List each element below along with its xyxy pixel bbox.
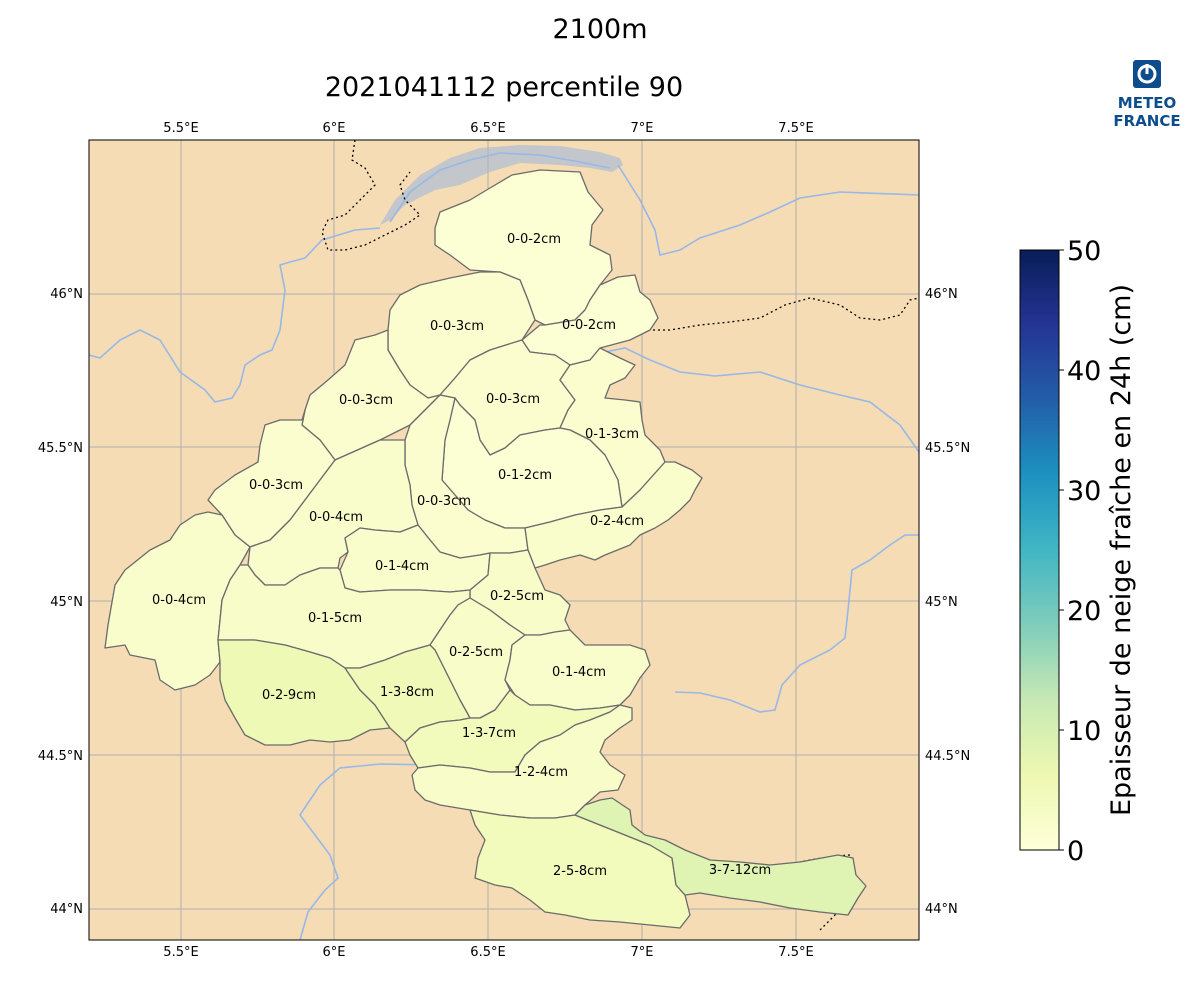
colorbar-ticks — [1059, 249, 1064, 851]
lat-tick: 45.5°N — [925, 441, 970, 456]
lat-tick: 45.5°N — [38, 441, 83, 456]
lon-tick: 5.5°E — [163, 945, 198, 960]
lat-tick: 45°N — [50, 595, 83, 610]
lon-tick: 7.5°E — [778, 945, 813, 960]
zone-label: 0-1-3cm — [585, 427, 639, 442]
colorbar — [1019, 249, 1060, 851]
lon-tick: 5.5°E — [163, 121, 198, 136]
colorbar-title: Epaisseur de neige fraîche en 24h (cm) — [1106, 284, 1137, 816]
zone-label: 3-7-12cm — [709, 863, 771, 878]
zone-label: 0-0-3cm — [339, 393, 393, 408]
zone-label: 1-2-4cm — [514, 765, 568, 780]
lon-tick: 6.5°E — [470, 945, 505, 960]
zone-label: 0-0-2cm — [507, 232, 561, 247]
lon-ticks-top: 5.5°E 6°E 6.5°E 7°E 7.5°E — [163, 121, 813, 136]
zone-label: 2-5-8cm — [553, 864, 607, 879]
zone-label: 0-2-5cm — [490, 589, 544, 604]
zone-label: 0-0-3cm — [430, 319, 484, 334]
lat-ticks-left: 46°N 45.5°N 45°N 44.5°N 44°N — [38, 287, 83, 917]
lon-tick: 7°E — [631, 945, 654, 960]
lat-tick: 44°N — [925, 902, 958, 917]
colorbar-tick-label: 20 — [1067, 596, 1101, 627]
zone-label: 0-1-4cm — [375, 559, 429, 574]
zone-label: 0-1-5cm — [308, 611, 362, 626]
colorbar-tick-label: 0 — [1067, 836, 1084, 867]
massif-zone[interactable] — [574, 797, 867, 916]
map-subtitle: 2021041112 percentile 90 — [324, 72, 684, 103]
zone-label: 0-0-3cm — [486, 392, 540, 407]
lake-geneva — [380, 145, 623, 225]
zone-label: 1-3-7cm — [462, 726, 516, 741]
lon-tick: 7.5°E — [778, 121, 813, 136]
colorbar-tick-label: 30 — [1067, 476, 1101, 507]
massif-zone[interactable] — [301, 329, 441, 461]
lat-tick: 46°N — [925, 287, 958, 302]
colorbar-tick-label: 40 — [1067, 356, 1101, 387]
meteo-france-logo: METEO FRANCE — [1113, 60, 1181, 130]
zone-label: 0-0-3cm — [249, 478, 303, 493]
lat-tick: 44.5°N — [925, 749, 970, 764]
logo-line2: FRANCE — [1113, 112, 1180, 130]
map-title-altitude: 2100m — [552, 14, 648, 45]
massif-zone[interactable] — [524, 461, 703, 569]
lon-tick: 6°E — [323, 945, 346, 960]
zone-label: 0-0-2cm — [562, 318, 616, 333]
lat-tick: 44°N — [50, 902, 83, 917]
colorbar-tick-label: 50 — [1067, 236, 1101, 267]
zone-label: 0-2-9cm — [262, 688, 316, 703]
map-frame — [88, 139, 920, 941]
lat-tick: 46°N — [50, 287, 83, 302]
colorbar-tick-label: 10 — [1067, 716, 1101, 747]
zone-label: 1-3-8cm — [380, 685, 434, 700]
zone-label: 0-1-4cm — [552, 665, 606, 680]
lat-tick: 44.5°N — [38, 749, 83, 764]
zone-label: 0-0-3cm — [417, 494, 471, 509]
lon-tick: 7°E — [631, 121, 654, 136]
zone-label: 0-1-2cm — [498, 468, 552, 483]
lon-ticks-bottom: 5.5°E 6°E 6.5°E 7°E 7.5°E — [163, 945, 813, 960]
zone-label: 0-2-5cm — [449, 645, 503, 660]
lon-tick: 6.5°E — [470, 121, 505, 136]
logo-line1: METEO — [1118, 94, 1176, 112]
lat-tick: 45°N — [925, 595, 958, 610]
lon-tick: 6°E — [323, 121, 346, 136]
lat-ticks-right: 46°N 45.5°N 45°N 44.5°N 44°N — [925, 287, 970, 917]
zone-label: 0-2-4cm — [590, 514, 644, 529]
zone-label: 0-0-4cm — [152, 593, 206, 608]
massif-zone[interactable] — [217, 639, 391, 746]
massif-zone[interactable] — [504, 629, 651, 711]
zone-label: 0-0-4cm — [309, 510, 363, 525]
